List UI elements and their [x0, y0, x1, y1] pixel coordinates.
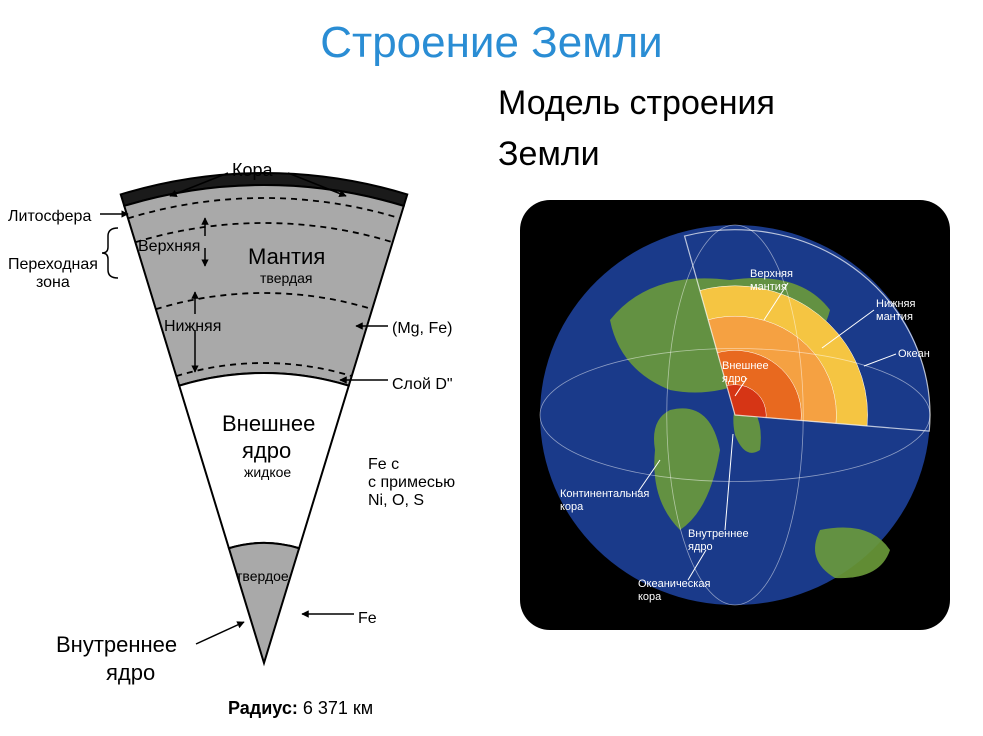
model-label-okean_kora: Океаническаякора: [638, 578, 710, 604]
subtitle: Модель строенияЗемли: [480, 78, 983, 180]
model-label-okean: Океан: [898, 348, 930, 361]
model-label-kontinent_kora: Континентальнаякора: [560, 488, 649, 514]
label-mgfe: (Mg, Fe): [392, 320, 452, 338]
model-label-vneshnee_yadro: Внешнееядро: [722, 360, 769, 386]
label-tverdoe: твердое: [236, 568, 289, 584]
label-zhidkoe: жидкое: [244, 464, 291, 480]
label-litosfera: Литосфера: [8, 208, 91, 226]
radius: Радиус: 6 371 км: [228, 698, 373, 719]
earth-model: Верхняямантия Нижняямантия Океан Внешнееядр…: [520, 200, 950, 630]
model-label-nizhn_mantiya: Нижняямантия: [876, 298, 915, 324]
label-perehodnaya2: зона: [36, 274, 70, 292]
label-vneshnee: Внешнее: [222, 411, 315, 437]
label-sloy_d: Слой D": [392, 376, 453, 394]
label-yadro2: ядро: [106, 660, 155, 686]
label-fe_c: Fe с: [368, 456, 399, 474]
model-label-vnutr_yadro: Внутреннееядро: [688, 528, 749, 554]
label-vnutrennee: Внутреннее: [56, 632, 177, 658]
wedge-diagram: Радиус: 6 371 км Кора Литосфера Верхняя Ман…: [0, 78, 480, 734]
label-primes: с примесью: [368, 474, 455, 492]
model-label-verhn_mantiya: Верхняямантия: [750, 268, 793, 294]
label-mantiya: Мантия: [248, 244, 325, 270]
right-panel: Модель строенияЗемли Верхняямантия Нижняя…: [480, 78, 983, 734]
label-nizhnyaya: Нижняя: [164, 318, 221, 336]
label-nios: Ni, O, S: [368, 492, 424, 510]
label-verhnyaya: Верхняя: [138, 238, 200, 256]
model-svg: [520, 200, 950, 630]
layout: Радиус: 6 371 км Кора Литосфера Верхняя Ман…: [0, 78, 983, 734]
label-fe: Fe: [358, 610, 377, 628]
label-yadro1: ядро: [242, 438, 291, 464]
label-tverdaya: твердая: [260, 270, 312, 286]
label-kora: Кора: [232, 160, 273, 181]
page-title: Строение Земли: [0, 0, 983, 68]
label-perehodnaya1: Переходная: [8, 256, 98, 274]
